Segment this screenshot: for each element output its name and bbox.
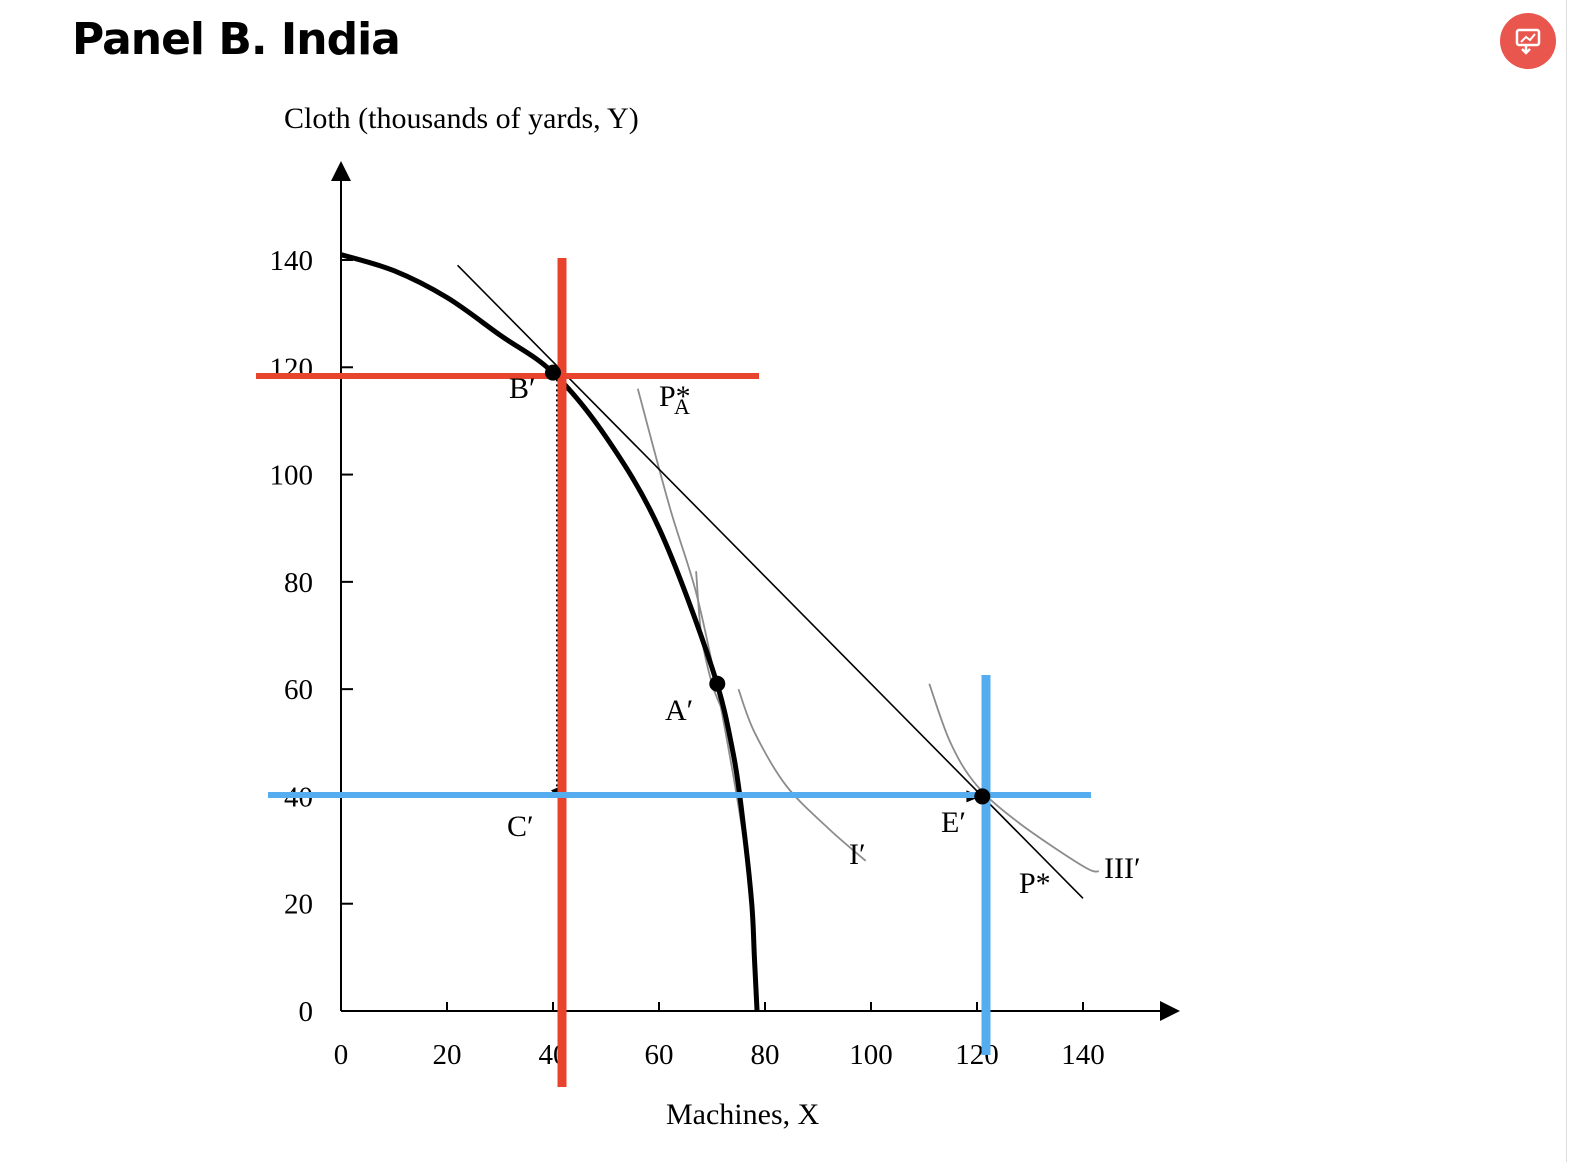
y-axis-label: Cloth (thousands of yards, Y): [284, 102, 639, 135]
y-tick-label: 140: [270, 245, 314, 277]
x-axis-label: Machines, X: [666, 1098, 820, 1131]
y-tick-label: 100: [270, 460, 314, 492]
page-edge-divider: [1566, 0, 1567, 1162]
panel-title: Panel B. India: [72, 14, 401, 65]
x-tick-label: 140: [1061, 1039, 1105, 1071]
point-E-prime: [974, 788, 991, 805]
point-B-prime: [545, 364, 561, 381]
x-tick-label: 60: [645, 1039, 674, 1071]
indifference-curve-3: [695, 571, 724, 711]
y-tick-label: 60: [284, 674, 313, 706]
x-tick-label: 120: [955, 1039, 999, 1071]
indifference-curve-0: [737, 688, 867, 862]
y-tick-label: 20: [284, 889, 313, 921]
point-label-e: E′: [941, 806, 966, 839]
presentation-button[interactable]: [1500, 13, 1556, 69]
x-tick-label: 100: [849, 1039, 893, 1071]
y-tick-label: 0: [299, 996, 314, 1028]
x-tick-label: 20: [433, 1039, 462, 1071]
indifference-curve-2: [636, 388, 745, 840]
point-label-a: A′: [665, 694, 693, 727]
point-label-b: B′: [509, 372, 536, 405]
production-possibilities-frontier: [340, 252, 760, 1012]
x-tick-label: 0: [334, 1039, 349, 1071]
price-line-label-trade: P*: [1019, 867, 1051, 900]
x-tick-label: 80: [751, 1039, 780, 1071]
price-line-label-autarky-subscript: A: [674, 394, 690, 419]
price-line-label-autarky: P*: [659, 380, 691, 413]
y-tick-label: 80: [284, 567, 313, 599]
presentation-icon: [1515, 28, 1541, 55]
indifference-curve-1: [928, 683, 1100, 873]
indifference-label-i: I′: [849, 838, 866, 871]
y-tick-label: 120: [270, 352, 314, 384]
point-label-c: C′: [507, 810, 534, 843]
indifference-label-iii: III′: [1104, 852, 1141, 885]
point-A-prime: [709, 675, 726, 692]
